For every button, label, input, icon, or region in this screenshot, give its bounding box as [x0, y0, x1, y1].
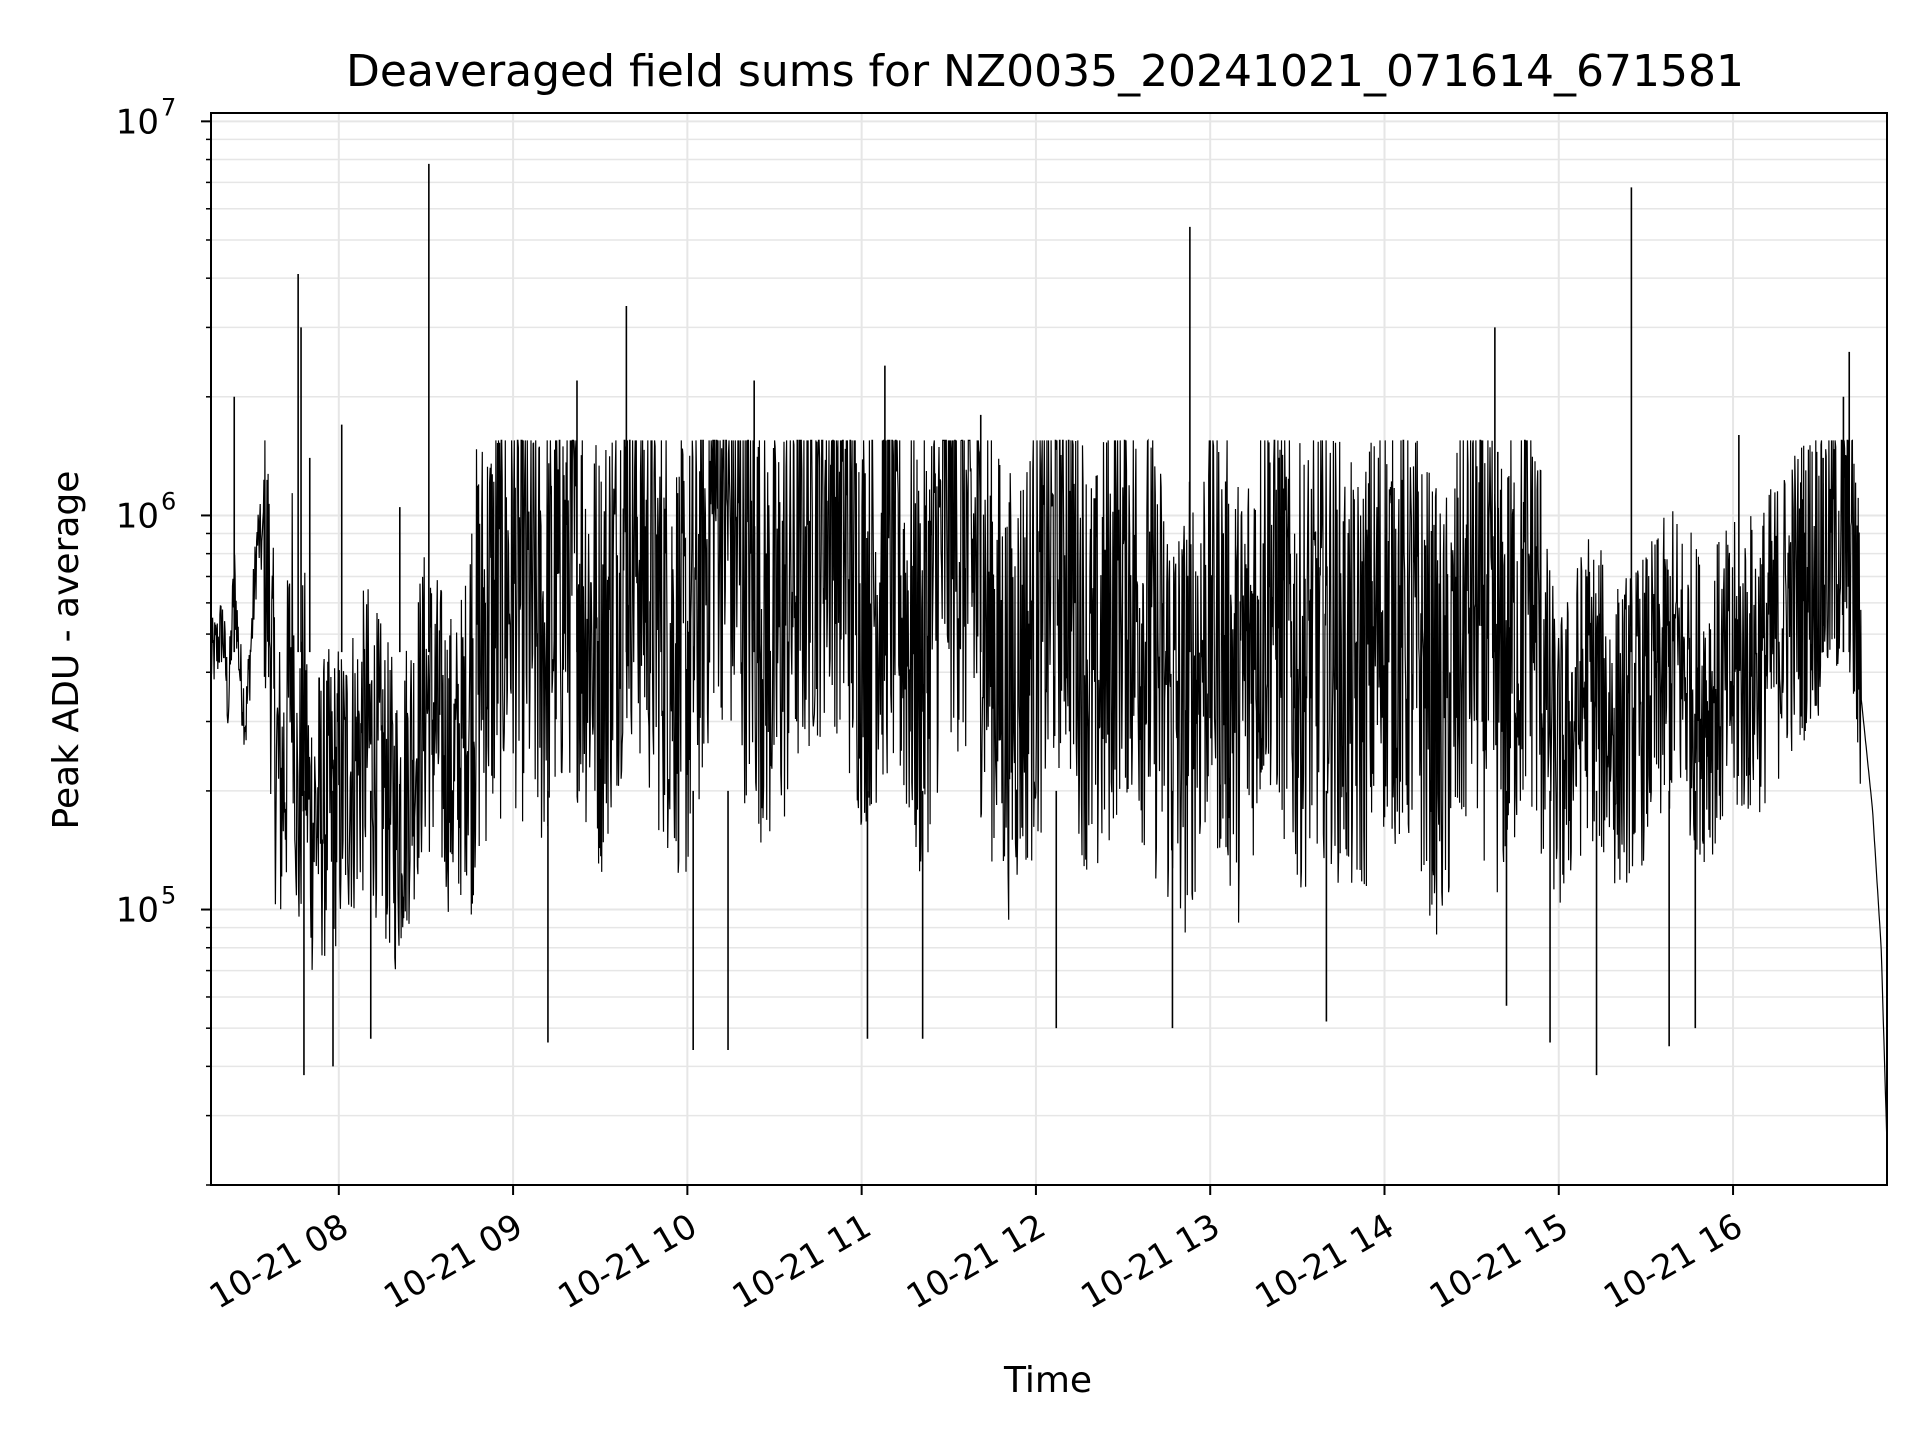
chart-title: Deaveraged field sums for NZ0035_2024102…	[346, 46, 1744, 97]
gridlines	[211, 113, 1887, 1186]
x-axis-label: Time	[1003, 1360, 1092, 1401]
plot-area-frame	[210, 112, 1888, 1186]
y-tick-exponent: 7	[161, 93, 176, 121]
y-axis-label: Peak ADU - average	[46, 471, 87, 830]
y-tick-label: 10	[116, 891, 159, 931]
y-tick-label: 10	[116, 102, 159, 142]
series-line	[210, 438, 1888, 1147]
y-tick-exponent: 6	[161, 487, 176, 515]
series-group	[210, 163, 1888, 1147]
y-tick-exponent: 5	[161, 882, 176, 910]
y-tick-label: 10	[116, 496, 159, 536]
